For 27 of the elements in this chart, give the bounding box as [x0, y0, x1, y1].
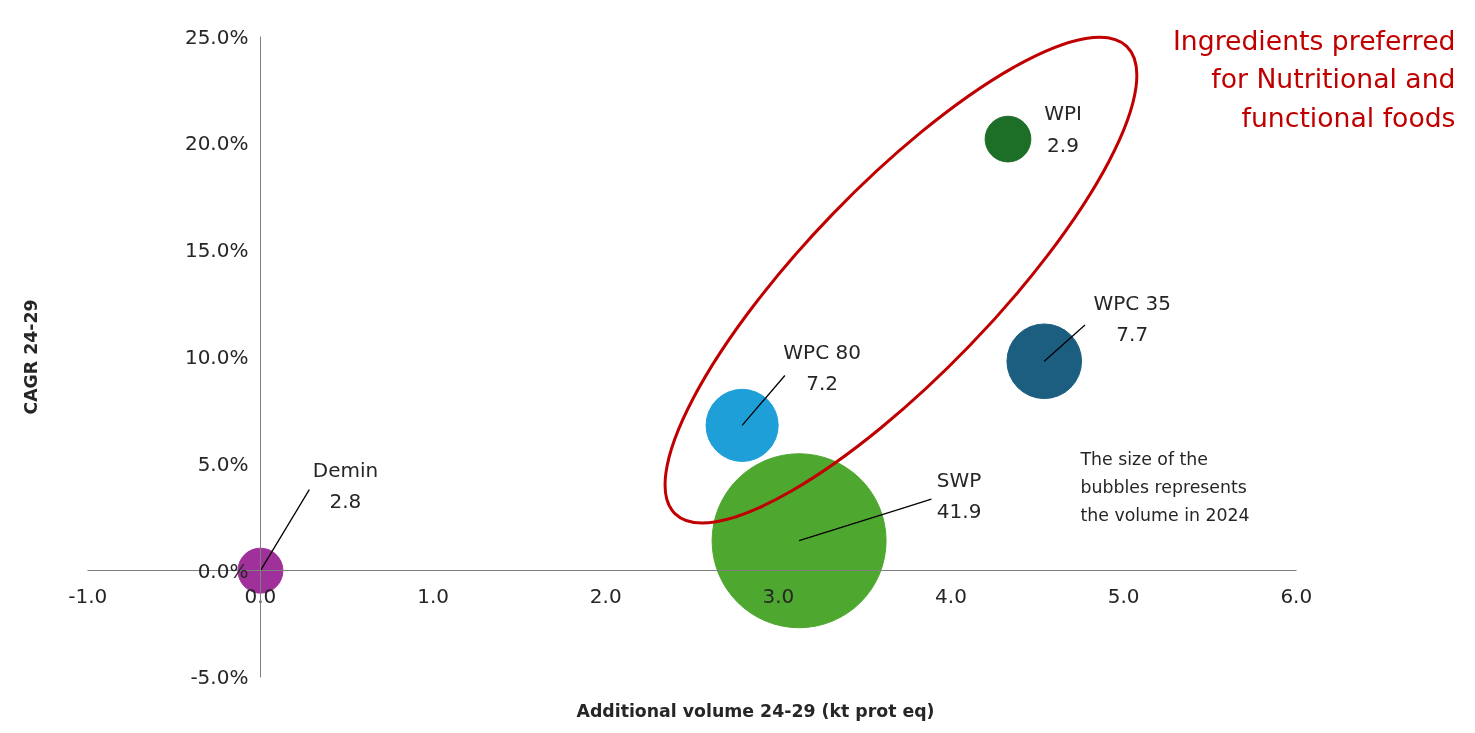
x-tick-label: 6.0	[1280, 583, 1313, 608]
y-tick-label: 15.0%	[184, 238, 249, 263]
text: SWP	[936, 468, 982, 493]
data-label: 7.2	[806, 370, 839, 395]
data-label: 7.7	[1116, 321, 1149, 346]
x-tick-label: 5.0	[1107, 583, 1140, 608]
y-tick-label: 25.0%	[184, 24, 249, 49]
x-axis-title: Additional volume 24-29 (kt prot eq)	[576, 700, 935, 721]
x-tick-label: 1.0	[417, 583, 449, 608]
y-tick-label: 5.0%	[197, 451, 249, 476]
series-label: WPC 80	[783, 339, 861, 364]
x-tick-label: -1.0	[68, 583, 108, 608]
y-tick-label: -5.0%	[190, 665, 249, 690]
data-label: 2.8	[329, 489, 362, 514]
series-label: WPC 35	[1093, 290, 1172, 315]
data-label: 41.9	[936, 499, 982, 524]
x-tick-label: 4.0	[935, 583, 967, 608]
x-tick-label: 2.0	[589, 583, 622, 608]
data-label: 2.9	[1047, 132, 1079, 157]
series-label: WPI	[1044, 101, 1082, 126]
annotation: The size of the bubbles represents the volume in 2024	[1079, 448, 1250, 525]
y-tick-label: 20.0%	[184, 131, 249, 156]
y-axis-title: CAGR 24-29	[20, 299, 41, 415]
annotation: Ingredients preferred for Nutritional and functional foods	[1172, 24, 1456, 133]
y-tick-label: 10.0%	[184, 345, 249, 369]
text: Demin	[312, 458, 379, 483]
x-tick-label: 3.0	[762, 583, 795, 608]
